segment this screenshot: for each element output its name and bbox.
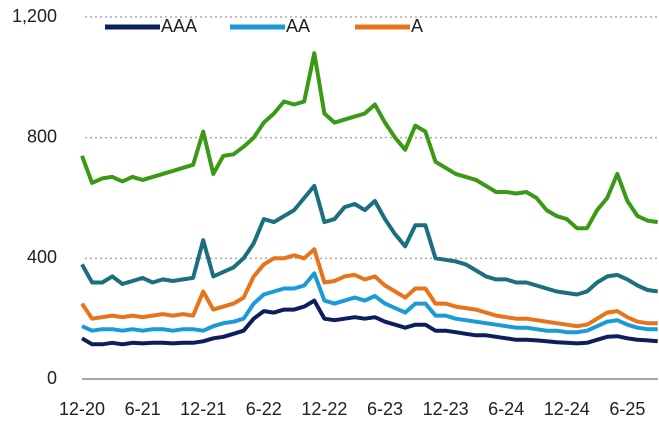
- line-series: [80, 183, 658, 297]
- x-tick-label: 6-22: [246, 399, 282, 419]
- line-series: [81, 271, 658, 335]
- line-series: [80, 51, 658, 231]
- x-tick-label: 6-25: [609, 399, 645, 419]
- x-tick-label: 12-21: [180, 399, 226, 419]
- x-tick-label: 6-24: [488, 399, 524, 419]
- x-tick-label: 12-24: [544, 399, 590, 419]
- line-series: [80, 298, 658, 347]
- x-tick-label: 6-21: [125, 399, 161, 419]
- x-tick-label: 6-23: [367, 399, 403, 419]
- legend-label: AA: [286, 16, 310, 36]
- y-tick-label: 400: [27, 247, 57, 267]
- legend-label: A: [411, 16, 423, 36]
- y-tick-label: 1,200: [12, 6, 57, 26]
- x-tick-label: 12-20: [59, 399, 105, 419]
- legend-label: AAA: [161, 16, 197, 36]
- y-tick-label: 800: [27, 126, 57, 146]
- x-tick-label: 12-22: [301, 399, 347, 419]
- x-tick-label: 12-23: [423, 399, 469, 419]
- line-series: [80, 247, 658, 329]
- y-tick-label: 0: [47, 368, 57, 388]
